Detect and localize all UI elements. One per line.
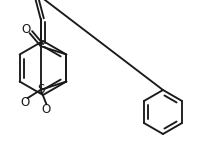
Text: I: I — [33, 0, 36, 2]
Text: O: O — [41, 103, 51, 116]
Text: O: O — [22, 23, 31, 36]
Text: O: O — [20, 96, 30, 109]
Text: S: S — [37, 83, 44, 96]
